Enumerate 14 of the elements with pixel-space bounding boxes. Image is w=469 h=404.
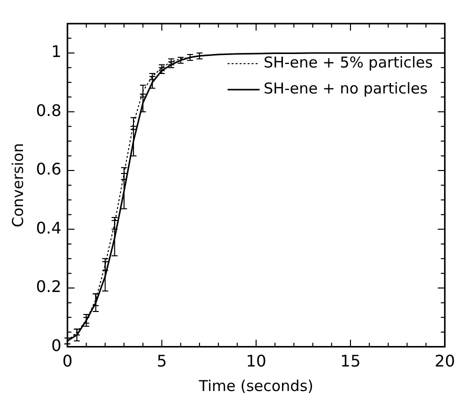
y-tick-label: 0.4 (36, 218, 62, 238)
y-tick-label: 0.8 (36, 100, 62, 120)
x-tick-label: 5 (156, 352, 167, 371)
y-tick-label: 0 (51, 336, 62, 355)
legend-label: SH-ene + no particles (264, 79, 428, 98)
y-axis-title: Conversion (8, 143, 27, 228)
x-tick-label: 15 (340, 352, 361, 371)
y-tick-label: 0.2 (36, 277, 62, 296)
legend-label: SH-ene + 5% particles (264, 53, 434, 72)
y-tick-label: 0.6 (36, 160, 62, 179)
x-tick-label: 20 (434, 352, 455, 371)
y-tick-label: 1 (51, 42, 62, 62)
x-tick-label: 10 (246, 352, 266, 371)
x-axis-title: Time (seconds) (198, 376, 314, 395)
